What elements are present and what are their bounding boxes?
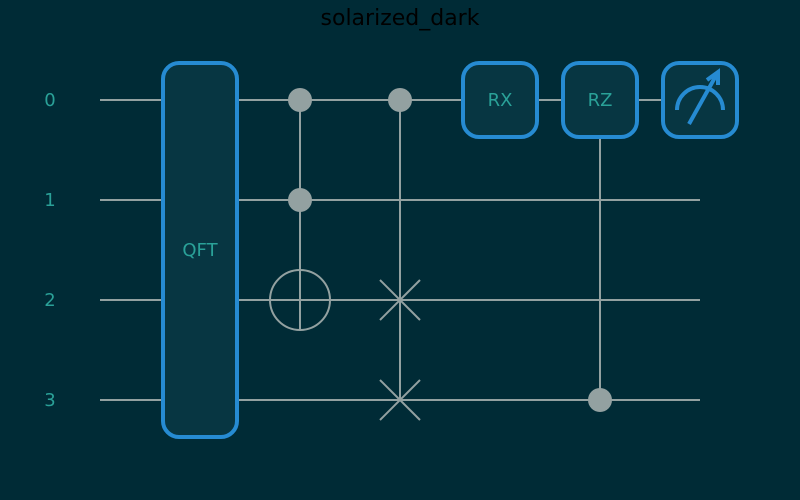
control-dot-q1 [288,188,312,212]
measurement-gate[interactable] [661,61,739,139]
qubit-label-3: 3 [44,390,55,411]
qft-gate[interactable]: QFT [161,61,239,439]
qubit-label-1: 1 [44,190,55,211]
controlled-swap-gate[interactable] [379,88,421,421]
qubit-label-2: 2 [44,290,55,311]
rx-gate[interactable]: RX [461,61,539,139]
toffoli-gate[interactable] [269,88,331,331]
circuit-title: solarized_dark [320,6,480,31]
swap-cross-icon-q3 [379,379,421,421]
control-dot-q0 [288,88,312,112]
qubit-label-0: 0 [44,90,55,111]
measurement-meter-icon [675,68,725,125]
swap-cross-icon-q2 [379,279,421,321]
rz-gate-label: RZ [588,90,613,111]
control-dot-crz [588,388,612,412]
qft-gate-label: QFT [182,240,218,261]
controlled-rz-gate[interactable]: RZ [561,61,639,412]
rx-gate-label: RX [488,90,513,111]
control-dot-cswap [388,88,412,112]
